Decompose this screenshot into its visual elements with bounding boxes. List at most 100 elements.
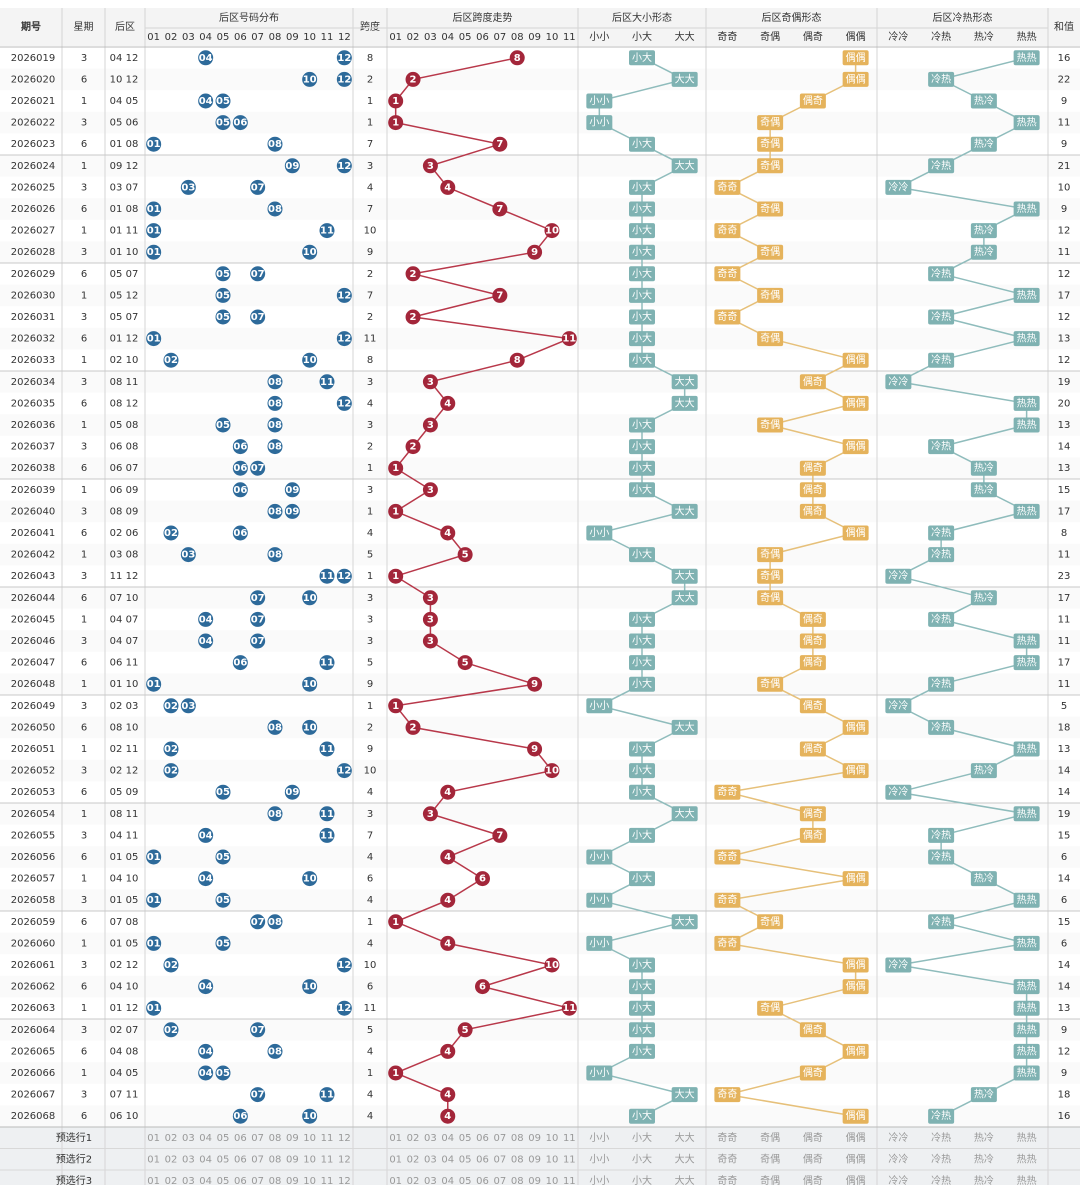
span-ball (492, 201, 508, 217)
parity-shape-label: 偶奇 (803, 612, 823, 625)
back-numbers: 05 09 (110, 787, 139, 798)
back-number: 04 (110, 96, 123, 107)
parity-shape-label: 偶奇 (803, 461, 823, 474)
span-ball (544, 763, 560, 779)
size-shape-label: 小大 (632, 677, 652, 690)
hot-shape-label: 热冷 (974, 872, 994, 885)
parity-shape (842, 50, 869, 66)
span-ball-label: 8 (514, 355, 521, 366)
sub-header: 小大 (632, 30, 652, 43)
back-numbers: 07 10 (110, 593, 139, 604)
sub-header: 08 (511, 32, 524, 43)
weekday: 3 (81, 118, 87, 129)
footer-option: 奇偶 (760, 1174, 780, 1185)
footer-option: 11 (321, 1133, 334, 1144)
span-ball (388, 115, 404, 131)
sub-header: 奇偶 (760, 30, 780, 43)
parity-shape-label: 奇偶 (760, 591, 780, 604)
parity-shape (757, 1000, 784, 1016)
number-ball (198, 50, 214, 66)
span-ball (440, 525, 456, 541)
number-ball-label: 03 (181, 550, 195, 561)
sub-header: 11 (321, 32, 334, 43)
size-shape-label: 小大 (632, 828, 652, 841)
back-number: 12 (126, 1003, 139, 1014)
size-shape-label: 小大 (632, 785, 652, 798)
hot-shape (1013, 50, 1040, 66)
number-ball-label: 10 (303, 355, 317, 366)
hot-shape-label: 热热 (1017, 1023, 1037, 1036)
size-shape-label: 小大 (632, 267, 652, 280)
footer-option: 大大 (675, 1131, 695, 1144)
size-shape (671, 568, 698, 584)
number-ball (146, 223, 162, 239)
span-ball (405, 719, 421, 735)
sum: 17 (1058, 658, 1071, 669)
span: 1 (367, 506, 373, 517)
number-ball-label: 05 (216, 290, 230, 301)
footer-option: 03 (182, 1133, 195, 1144)
weekday: 3 (81, 571, 87, 582)
span: 11 (364, 1003, 377, 1014)
hot-shape (1013, 1000, 1040, 1016)
span: 8 (367, 53, 373, 64)
hot-shape (928, 158, 955, 174)
number-ball-label: 01 (147, 139, 161, 150)
sub-header: 05 (459, 32, 472, 43)
size-shape (629, 482, 655, 498)
span: 3 (367, 485, 373, 496)
hot-shape (970, 93, 997, 109)
footer-option: 冷冷 (888, 1153, 908, 1166)
hot-shape (1013, 201, 1040, 217)
number-ball (302, 1108, 318, 1124)
span-ball (544, 957, 560, 973)
back-number: 02 (110, 355, 123, 366)
number-ball (198, 633, 214, 649)
hot-shape-label: 冷冷 (888, 699, 908, 712)
size-shape (629, 244, 655, 260)
span-ball-label: 3 (427, 636, 434, 647)
parity-shape-label: 奇偶 (760, 116, 780, 129)
back-number: 01 (110, 895, 123, 906)
number-ball-label: 07 (251, 917, 265, 928)
span-ball (422, 158, 438, 174)
hot-shape (970, 763, 997, 779)
sub-header: 冷冷 (888, 30, 908, 43)
parity-shape (757, 201, 784, 217)
weekday: 3 (81, 506, 87, 517)
number-ball (232, 439, 248, 455)
back-numbers: 06 10 (110, 1111, 139, 1122)
span-ball-label: 1 (392, 96, 399, 107)
number-ball-label: 12 (337, 1003, 351, 1014)
sub-header: 06 (476, 32, 489, 43)
sum: 9 (1061, 139, 1067, 150)
size-shape (671, 590, 698, 606)
number-ball (215, 287, 231, 303)
sum: 19 (1058, 809, 1071, 820)
parity-shape (799, 698, 826, 714)
number-ball-label: 04 (199, 982, 213, 993)
span: 4 (367, 1111, 373, 1122)
back-number: 02 (110, 766, 123, 777)
footer-option: 偶偶 (846, 1153, 866, 1166)
back-numbers: 01 08 (110, 204, 139, 215)
parity-shape (757, 676, 784, 692)
footer-option: 热冷 (974, 1153, 994, 1166)
header: 后区号码分布 (219, 12, 279, 24)
number-ball (250, 633, 266, 649)
back-number: 10 (126, 355, 139, 366)
weekday: 6 (81, 658, 87, 669)
hot-shape (928, 352, 955, 368)
size-shape (629, 1043, 655, 1059)
parity-shape (799, 655, 826, 671)
parity-shape-label: 奇偶 (760, 548, 780, 561)
size-shape (629, 784, 655, 800)
back-number: 12 (126, 571, 139, 582)
span-ball (388, 460, 404, 476)
number-ball-label: 10 (303, 593, 317, 604)
span: 2 (367, 74, 373, 85)
size-shape-label: 小大 (632, 353, 652, 366)
span: 9 (367, 679, 373, 690)
span: 3 (367, 377, 373, 388)
parity-shape-label: 偶奇 (803, 1023, 823, 1036)
